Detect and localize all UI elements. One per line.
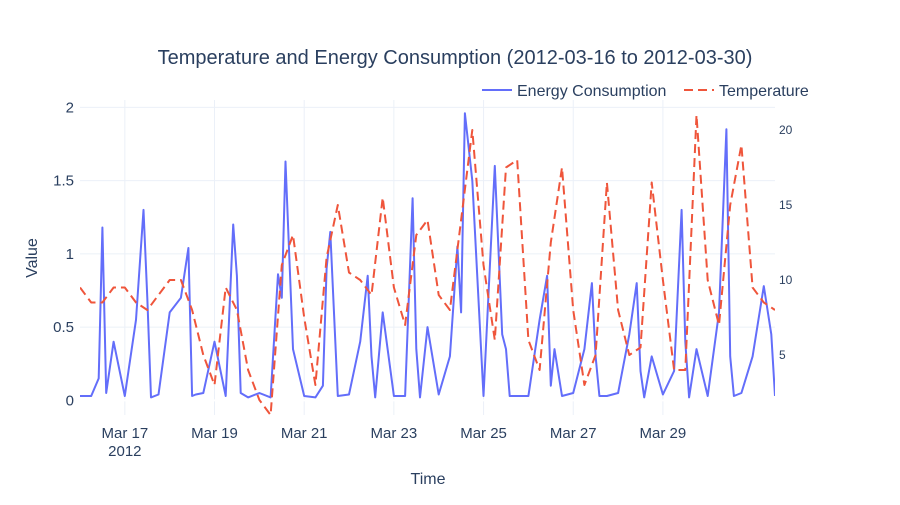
- y-tick-label: 0.5: [53, 319, 74, 336]
- x-tick-label: Mar 19: [191, 425, 238, 442]
- x-tick-label: Mar 25: [460, 425, 507, 442]
- y-tick-label: 0: [66, 392, 74, 409]
- x-tick-label: Mar 23: [371, 425, 418, 442]
- y2-tick-label: 5: [779, 348, 786, 362]
- y-tick-label: 2: [66, 99, 74, 116]
- legend-label-energy: Energy Consumption: [517, 83, 666, 100]
- legend[interactable]: Energy Consumption Temperature: [482, 83, 809, 100]
- axis-tick-labels: Mar 17 Mar 19 Mar 21 Mar 23 Mar 25 Mar 27 Mar …: [53, 99, 793, 460]
- x-tick-label: Mar 27: [550, 425, 597, 442]
- x-tick-label: Mar 29: [640, 425, 687, 442]
- y2-tick-label: 10: [779, 273, 793, 287]
- legend-item-energy[interactable]: Energy Consumption: [482, 83, 666, 100]
- y2-tick-label: 15: [779, 198, 793, 212]
- x-tick-label: Mar 17: [101, 425, 148, 442]
- legend-item-temperature[interactable]: Temperature: [684, 83, 809, 100]
- chart-title: Temperature and Energy Consumption (2012…: [158, 47, 753, 69]
- x-tick-label: Mar 21: [281, 425, 328, 442]
- x-axis-title: Time: [411, 471, 446, 488]
- y-tick-label: 1: [66, 246, 74, 263]
- legend-label-temperature: Temperature: [719, 83, 809, 100]
- y-tick-label: 1.5: [53, 173, 74, 190]
- energy-consumption-line[interactable]: [80, 112, 775, 399]
- x-year-label: 2012: [108, 443, 141, 460]
- series-layer: [80, 112, 775, 416]
- y2-tick-label: 20: [779, 123, 793, 137]
- y-axis-title: Value: [24, 238, 41, 278]
- temperature-line[interactable]: [80, 114, 775, 416]
